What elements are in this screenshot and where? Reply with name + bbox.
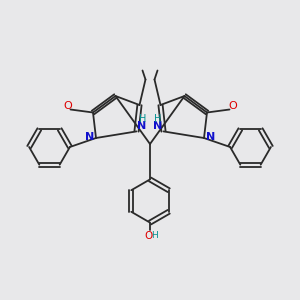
Text: O: O xyxy=(145,231,153,241)
Text: N: N xyxy=(154,121,163,131)
Text: H: H xyxy=(154,114,161,124)
Text: N: N xyxy=(85,132,94,142)
Text: N: N xyxy=(206,132,215,142)
Text: O: O xyxy=(63,100,72,111)
Text: H: H xyxy=(139,114,146,124)
Text: H: H xyxy=(152,231,158,240)
Text: N: N xyxy=(137,121,146,131)
Text: O: O xyxy=(228,100,237,111)
